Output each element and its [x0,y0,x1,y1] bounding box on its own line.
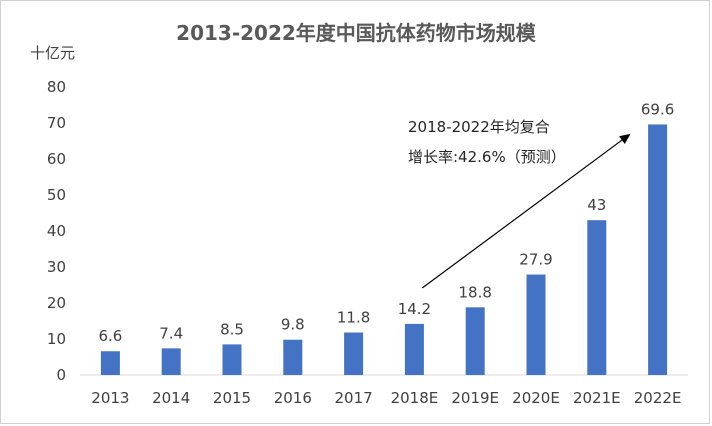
growth-trend-arrow [422,133,631,289]
bar-2013 [100,351,120,375]
growth-annotation-line2: 增长率:42.6%（预测） [408,148,566,166]
chart-title: 2013-2022年度中国抗体药物市场规模 [176,21,537,45]
bar-2022E [648,124,668,375]
x-tick-label-2020E: 2020E [512,389,560,407]
bar-2015 [222,344,242,375]
data-label-2018E: 14.2 [398,300,431,318]
y-tick-label: 70 [47,114,66,132]
data-label-2017: 11.8 [337,309,370,327]
y-tick-label: 50 [47,186,66,204]
data-label-2014: 7.4 [159,324,183,342]
x-tick-label-2018E: 2018E [391,389,439,407]
x-tick-label-2015: 2015 [213,389,251,407]
x-tick-label-2016: 2016 [274,389,312,407]
y-axis-unit-label: 十亿元 [30,44,75,62]
bar-2018E [404,323,424,375]
y-tick-label: 60 [47,150,66,168]
x-tick-label-2014: 2014 [152,389,190,407]
x-tick-label-2021E: 2021E [573,389,621,407]
y-tick-label: 80 [47,78,66,96]
y-tick-label: 10 [47,330,66,348]
bar-2017 [344,332,364,375]
data-label-2019E: 18.8 [458,283,491,301]
data-label-2013: 6.6 [98,327,122,345]
y-tick-label: 0 [56,366,66,384]
x-tick-label-2022E: 2022E [634,389,682,407]
y-tick-label: 30 [47,258,66,276]
data-label-2015: 8.5 [220,320,244,338]
bar-2016 [283,339,303,375]
y-tick-label: 40 [47,222,66,240]
data-label-2016: 9.8 [281,316,305,334]
bar-2021E [587,220,607,375]
bar-2019E [465,307,485,375]
x-tick-label-2019E: 2019E [451,389,499,407]
bar-2014 [161,348,181,375]
x-tick-label-2013: 2013 [91,389,129,407]
x-tick-label-2017: 2017 [335,389,373,407]
y-tick-label: 20 [47,294,66,312]
data-label-2020E: 27.9 [519,251,552,269]
data-label-2022E: 69.6 [641,100,674,118]
bar-2020E [526,274,546,375]
growth-annotation-line1: 2018-2022年均复合 [408,118,550,136]
data-label-2021E: 43 [587,196,606,214]
